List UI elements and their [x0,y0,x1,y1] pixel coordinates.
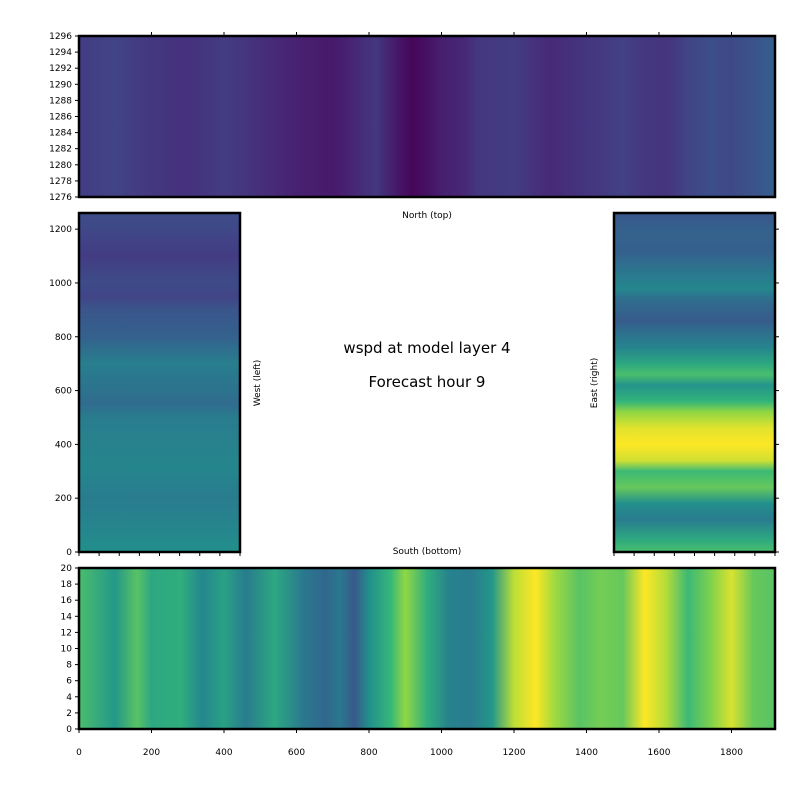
north-heatmap-field [79,36,775,197]
north-x-ticks [151,32,732,36]
west-y-ticks: 0 200 400 600 800 1000 1200 [49,225,79,558]
south-x-ticks: 0 200 400 600 800 1000 1200 1400 1600 1800 [76,729,743,758]
south-ytick-label: 12 [61,628,72,638]
south-panel: 0 2 4 6 8 10 12 14 16 18 20 0 200 400 600 800 1000 1200 1… [61,547,777,758]
chart-subtitle: Forecast hour 9 [369,373,486,391]
north-ytick-label: 1286 [49,113,72,123]
south-xtick-label: 200 [143,748,160,758]
south-xtick-label: 600 [288,748,305,758]
south-ytick-label: 2 [66,709,72,719]
south-label: South (bottom) [393,547,462,557]
north-y-ticks: 1276 1278 1280 1282 1284 1286 1288 1290 1292 1294… [49,32,79,203]
chart-title: wspd at model layer 4 [343,339,510,357]
south-ytick-label: 16 [61,596,73,606]
south-ytick-label: 6 [66,677,72,687]
north-ytick-label: 1276 [49,193,72,203]
south-xtick-label: 1200 [503,748,526,758]
south-ytick-label: 10 [61,645,73,655]
west-ytick-label: 1000 [49,279,72,289]
south-ytick-label: 18 [61,580,73,590]
west-ytick-label: 800 [55,333,72,343]
south-heatmap-field [79,568,775,729]
east-y-ticks [775,228,779,553]
south-xtick-label: 400 [215,748,232,758]
north-ytick-label: 1292 [49,64,72,74]
west-ytick-label: 1200 [49,225,72,235]
south-xtick-label: 800 [360,748,377,758]
east-x-ticks [613,552,776,556]
east-label: East (right) [590,358,600,408]
north-ytick-label: 1296 [49,32,72,42]
north-ytick-label: 1278 [49,177,72,187]
north-ytick-label: 1294 [49,48,72,58]
south-xtick-label: 1400 [575,748,598,758]
west-ytick-label: 0 [66,548,72,558]
north-ytick-label: 1284 [49,129,72,139]
west-ytick-label: 600 [55,387,72,397]
south-xtick-label: 1000 [430,748,453,758]
south-ytick-label: 14 [61,612,73,622]
north-ytick-label: 1290 [49,80,72,90]
south-xtick-label: 0 [76,748,82,758]
north-ytick-label: 1280 [49,161,72,171]
south-xtick-label: 1600 [648,748,671,758]
south-ytick-label: 20 [61,564,73,574]
east-heatmap-field [614,213,775,552]
west-ytick-label: 400 [55,440,72,450]
north-ytick-label: 1288 [49,96,72,106]
north-panel: 1276 1278 1280 1282 1284 1286 1288 1290 1292 1294… [49,32,777,221]
south-y-ticks: 0 2 4 6 8 10 12 14 16 18 20 [61,564,79,735]
west-panel: 0 200 400 600 800 1000 1200 West (left) [49,211,263,558]
south-xtick-label: 1800 [720,748,743,758]
south-ytick-label: 8 [66,661,72,671]
west-x-ticks [78,552,241,556]
east-panel: East (right) [590,211,779,556]
south-ytick-label: 0 [66,725,72,735]
west-heatmap-field [79,213,240,552]
west-ytick-label: 200 [55,494,72,504]
south-ytick-label: 4 [66,693,72,703]
north-ytick-label: 1282 [49,145,72,155]
west-label: West (left) [253,360,263,407]
north-label: North (top) [402,211,452,221]
